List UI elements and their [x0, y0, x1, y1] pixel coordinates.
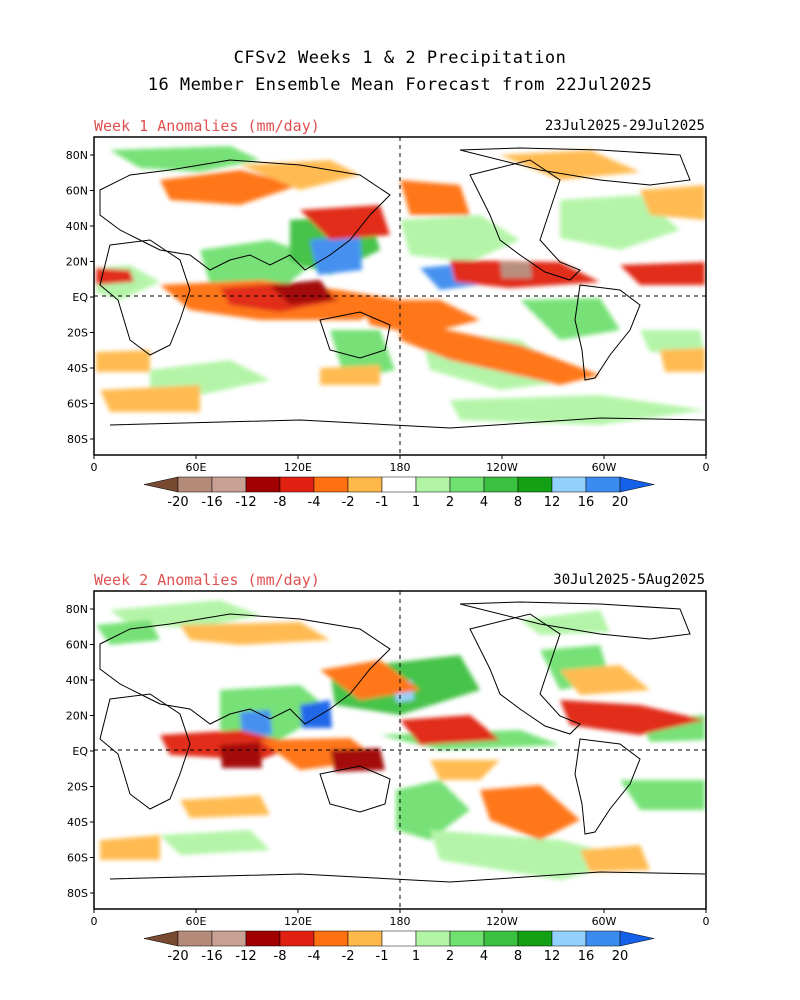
week2-colorbar-swatch: [211, 930, 247, 947]
week2-lon-tick: 0: [91, 915, 98, 928]
week1-lon-tick: 60E: [186, 461, 207, 474]
week2-dates: 30Jul2025-5Aug2025: [553, 572, 705, 588]
week1-colorbar-label: -16: [201, 495, 222, 510]
week1-colorbar-arrow-right: [619, 476, 655, 493]
week2-colorbar-swatch: [483, 930, 519, 947]
week1-colorbar-label: 2: [446, 495, 454, 510]
week1-label: Week 1 Anomalies (mm/day): [94, 117, 320, 135]
week2-colorbar-swatch: [449, 930, 485, 947]
week2-colorbar-swatch: [381, 930, 417, 947]
week1-colorbar-label: 8: [514, 495, 522, 510]
week2-lon-tick: 60W: [592, 915, 617, 928]
week1-lat-tick: 20N: [66, 256, 88, 269]
week2-colorbar-swatch: [585, 930, 621, 947]
week2-lon-tick: 120W: [486, 915, 518, 928]
week1-lat-tick: 60N: [66, 185, 88, 198]
week2-lon-tick: 180: [390, 915, 411, 928]
week1-coastlines: [99, 147, 706, 429]
week2-lon-tick: 120E: [284, 915, 312, 928]
week2-colorbar-label: 20: [612, 949, 629, 964]
week2-colorbar-label: 12: [544, 949, 561, 964]
week1-colorbar-label: 1: [412, 495, 420, 510]
week1-colorbar-label: 20: [612, 495, 629, 510]
week2-colorbar-arrow-right: [619, 930, 655, 947]
week2-colorbar-label: -1: [376, 949, 389, 964]
figure-title-line2: 16 Member Ensemble Mean Forecast from 22…: [147, 75, 653, 95]
figure-title-line1: CFSv2 Weeks 1 & 2 Precipitation: [233, 48, 567, 68]
week1-colorbar-label: 4: [480, 495, 488, 510]
week1-colorbar-label: 16: [578, 495, 595, 510]
week1-colorbar-label: -12: [235, 495, 256, 510]
week2-lat-tick: 60N: [66, 639, 88, 652]
week2-lat-tick: 80S: [67, 887, 88, 900]
week1-lat-tick: 40N: [66, 220, 88, 233]
week1-colorbar-label: -20: [167, 495, 188, 510]
week1-colorbar-label: -1: [376, 495, 389, 510]
week2-colorbar-label: 16: [578, 949, 595, 964]
week1-colorbar-label: 12: [544, 495, 561, 510]
week2-colorbar-label: 1: [412, 949, 420, 964]
week2-colorbar-arrow-left: [143, 930, 179, 947]
week2-lon-tick: 0: [703, 915, 710, 928]
week1-lat-tick: 40S: [67, 362, 88, 375]
week1-dates: 23Jul2025-29Jul2025: [544, 118, 705, 134]
week2-colorbar-label: -4: [308, 949, 321, 964]
week2-colorbar-swatch: [551, 930, 587, 947]
week1-lon-tick: 0: [703, 461, 710, 474]
week2-coastlines: [99, 601, 706, 883]
week2-colorbar-label: 4: [480, 949, 488, 964]
week2-colorbar-swatch: [517, 930, 553, 947]
week2-lat-tick: 80N: [66, 603, 88, 616]
week1-lat-tick: 20S: [67, 327, 88, 340]
week2-colorbar-swatch: [177, 930, 213, 947]
week1-lat-tick: 80S: [67, 433, 88, 446]
week2-lat-tick: 20N: [66, 710, 88, 723]
week2-lat-tick: 60S: [67, 852, 88, 865]
week2-lat-tick: 40N: [66, 674, 88, 687]
week1-lat-tick: EQ: [72, 291, 88, 304]
week2-colorbar-label: 8: [514, 949, 522, 964]
week2-colorbar-swatch: [415, 930, 451, 947]
week1-colorbar-label: -8: [274, 495, 287, 510]
week2-colorbar-label: -2: [342, 949, 355, 964]
week1-lat-tick: 80N: [66, 149, 88, 162]
week1-lon-tick: 120E: [284, 461, 312, 474]
week1-lon-tick: 120W: [486, 461, 518, 474]
week2-colorbar-swatch: [245, 930, 281, 947]
week1-lon-tick: 60W: [592, 461, 617, 474]
week1-colorbar-label: -4: [308, 495, 321, 510]
week2-colorbar-swatch: [347, 930, 383, 947]
week2-colorbar-swatch: [279, 930, 315, 947]
week2-lat-tick: EQ: [72, 745, 88, 758]
week2-label: Week 2 Anomalies (mm/day): [94, 571, 320, 589]
week1-colorbar-label: -2: [342, 495, 355, 510]
week2-lat-tick: 40S: [67, 816, 88, 829]
week2-colorbar-label: -20: [167, 949, 188, 964]
week2-lat-tick: 20S: [67, 781, 88, 794]
week2-colorbar-swatch: [313, 930, 349, 947]
week1-lat-tick: 60S: [67, 398, 88, 411]
week2-colorbar-label: -16: [201, 949, 222, 964]
week1-lon-tick: 0: [91, 461, 98, 474]
week2-lon-tick: 60E: [186, 915, 207, 928]
week2-anomaly-field: [96, 600, 705, 880]
week1-lon-tick: 180: [390, 461, 411, 474]
week2-colorbar-label: 2: [446, 949, 454, 964]
week2-colorbar-label: -12: [235, 949, 256, 964]
week2-colorbar-label: -8: [274, 949, 287, 964]
week1-anomaly-field: [96, 146, 705, 425]
